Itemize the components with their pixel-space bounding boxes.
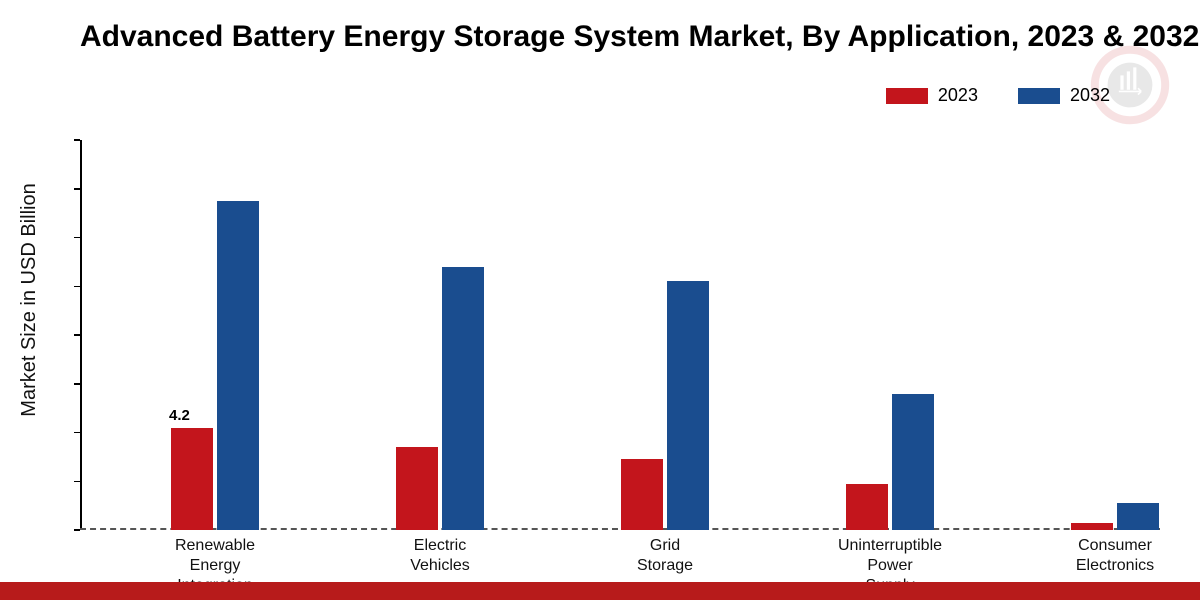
legend-swatch-2023 xyxy=(886,88,928,104)
bar-2032 xyxy=(442,267,484,530)
y-tick xyxy=(74,237,80,239)
footer-accent-bar xyxy=(0,582,1200,600)
bar-value-label: 4.2 xyxy=(169,407,190,424)
y-tick xyxy=(74,334,80,336)
bar-2032 xyxy=(892,394,934,531)
bar-2023 xyxy=(846,484,888,530)
y-tick xyxy=(74,188,80,190)
bar-group xyxy=(621,281,709,530)
bar-2023 xyxy=(621,459,663,530)
x-axis-category-label: Consumer Electronics xyxy=(1035,536,1195,576)
legend-item-2032: 2032 xyxy=(1018,85,1110,106)
y-tick xyxy=(74,286,80,288)
y-tick xyxy=(74,139,80,141)
legend-label-2023: 2023 xyxy=(938,85,978,106)
x-axis-category-label: Electric Vehicles xyxy=(360,536,520,576)
bar-group xyxy=(846,394,934,531)
bar-2023 xyxy=(1071,523,1113,530)
y-tick xyxy=(74,481,80,483)
chart-plot-area: 4.2 xyxy=(80,140,1160,530)
x-axis-category-label: Grid Storage xyxy=(585,536,745,576)
bar-2032 xyxy=(1117,503,1159,530)
bar-group xyxy=(1071,503,1159,530)
y-tick xyxy=(74,529,80,531)
legend-swatch-2032 xyxy=(1018,88,1060,104)
legend-label-2032: 2032 xyxy=(1070,85,1110,106)
y-axis-label: Market Size in USD Billion xyxy=(18,183,41,416)
bar-2023 xyxy=(171,428,213,530)
y-tick xyxy=(74,383,80,385)
y-tick xyxy=(74,432,80,434)
bar-2032 xyxy=(217,201,259,530)
bar-2032 xyxy=(667,281,709,530)
bar-2023 xyxy=(396,447,438,530)
legend: 2023 2032 xyxy=(0,85,1110,106)
legend-item-2023: 2023 xyxy=(886,85,978,106)
bar-group xyxy=(171,201,259,530)
chart-title: Advanced Battery Energy Storage System M… xyxy=(80,20,1190,54)
bar-group xyxy=(396,267,484,530)
y-axis-line xyxy=(80,140,82,530)
